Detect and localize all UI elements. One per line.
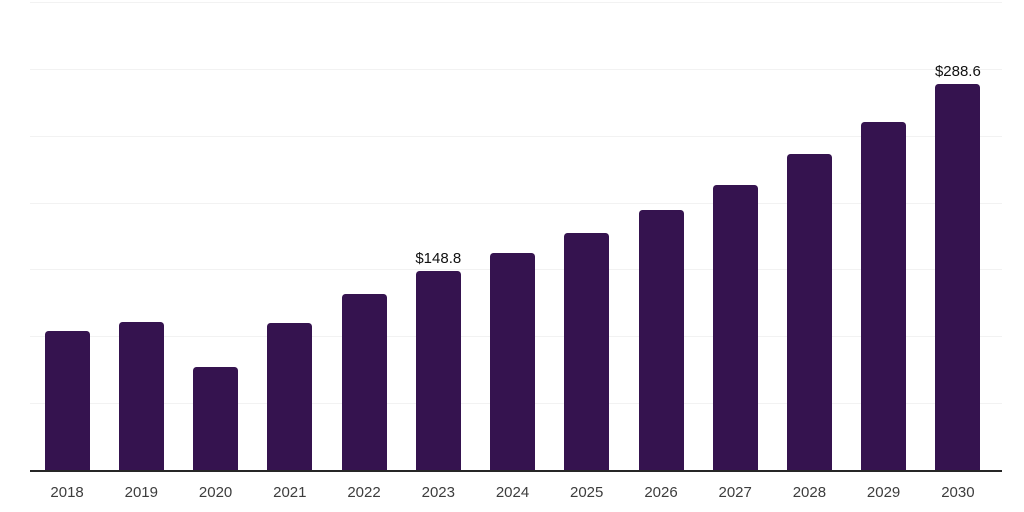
gridline bbox=[30, 135, 1002, 137]
x-tick-label-2020: 2020 bbox=[198, 484, 233, 501]
bar-2022 bbox=[341, 293, 387, 470]
x-axis-line bbox=[30, 470, 1002, 472]
x-tick-label-2026: 2026 bbox=[644, 484, 678, 501]
x-tick-label-2030: 2030 bbox=[941, 484, 975, 501]
x-tick-label-2025: 2025 bbox=[570, 484, 604, 501]
bar-2023 bbox=[415, 271, 461, 470]
bar-2026 bbox=[638, 210, 684, 470]
bar-2030 bbox=[935, 84, 981, 470]
x-tick-label-2029: 2029 bbox=[866, 484, 901, 501]
bar-2021 bbox=[267, 323, 313, 470]
x-tick-label-2027: 2027 bbox=[718, 484, 752, 501]
bar-2018 bbox=[44, 331, 90, 470]
bar-value-label-2023: $148.8 bbox=[415, 250, 462, 267]
x-tick-label-2028: 2028 bbox=[792, 484, 827, 501]
gridline bbox=[30, 2, 1002, 3]
x-tick-label-2019: 2019 bbox=[124, 484, 158, 501]
bar-2027 bbox=[712, 185, 758, 470]
bar-2020 bbox=[193, 367, 239, 470]
x-tick-label-2021: 2021 bbox=[273, 484, 307, 501]
bar-2029 bbox=[861, 121, 907, 470]
gridline bbox=[30, 68, 1002, 70]
x-tick-label-2018: 2018 bbox=[50, 484, 84, 501]
bar-2019 bbox=[118, 322, 164, 470]
x-tick-label-2023: 2023 bbox=[421, 484, 455, 501]
gridline bbox=[30, 202, 1002, 204]
bar-2025 bbox=[564, 232, 610, 470]
bar-2024 bbox=[490, 252, 535, 470]
x-tick-label-2022: 2022 bbox=[347, 484, 381, 501]
bar-value-label-2030: $288.6 bbox=[934, 63, 981, 81]
bar-2028 bbox=[786, 154, 832, 470]
x-tick-label-2024: 2024 bbox=[495, 484, 530, 501]
